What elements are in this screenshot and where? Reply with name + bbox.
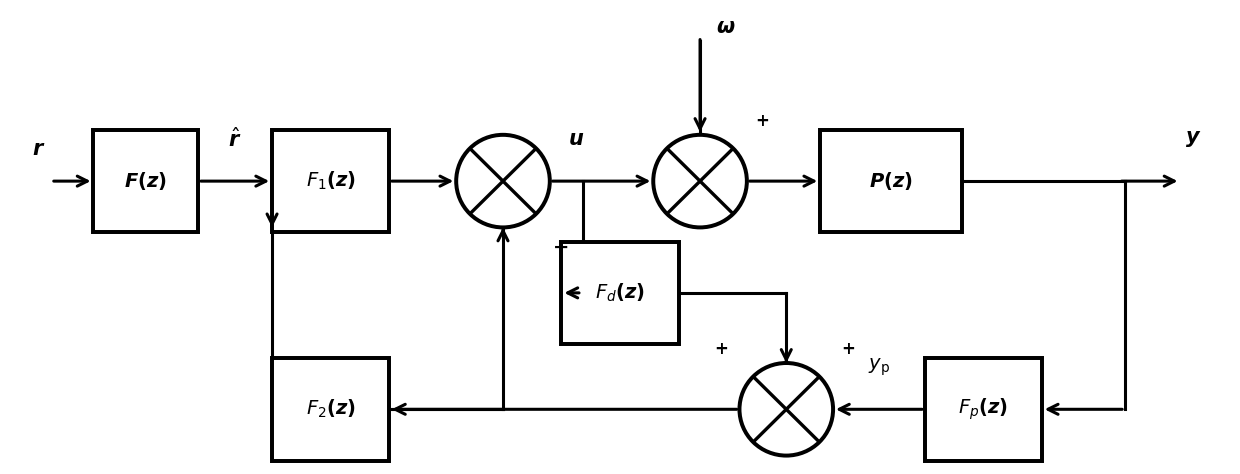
Text: $\boldsymbol{\omega}$: $\boldsymbol{\omega}$ bbox=[715, 18, 735, 37]
Bar bbox=[93, 130, 198, 232]
Text: $\boldsymbol{F_2(z)}$: $\boldsymbol{F_2(z)}$ bbox=[305, 398, 356, 420]
Ellipse shape bbox=[653, 135, 746, 228]
Bar bbox=[272, 358, 389, 461]
Bar bbox=[820, 130, 962, 232]
Text: $\boldsymbol{+}$: $\boldsymbol{+}$ bbox=[714, 340, 728, 358]
Text: $\boldsymbol{F_1(z)}$: $\boldsymbol{F_1(z)}$ bbox=[305, 170, 356, 192]
Text: $\boldsymbol{F_d(z)}$: $\boldsymbol{F_d(z)}$ bbox=[595, 282, 645, 304]
Bar bbox=[272, 130, 389, 232]
Text: $\boldsymbol{u}$: $\boldsymbol{u}$ bbox=[568, 129, 584, 149]
Text: $\boldsymbol{+}$: $\boldsymbol{+}$ bbox=[841, 340, 854, 358]
Ellipse shape bbox=[739, 363, 833, 456]
Text: $\boldsymbol{F_p(z)}$: $\boldsymbol{F_p(z)}$ bbox=[959, 397, 1008, 422]
Bar bbox=[562, 242, 678, 344]
Text: $\boldsymbol{-}$: $\boldsymbol{-}$ bbox=[552, 237, 568, 255]
Ellipse shape bbox=[456, 135, 549, 228]
Text: $\boldsymbol{y}$: $\boldsymbol{y}$ bbox=[1184, 129, 1200, 149]
Text: $\boldsymbol{+}$: $\boldsymbol{+}$ bbox=[755, 112, 769, 130]
Bar bbox=[925, 358, 1042, 461]
Text: $\boldsymbol{F(z)}$: $\boldsymbol{F(z)}$ bbox=[124, 170, 167, 192]
Text: $\boldsymbol{r}$: $\boldsymbol{r}$ bbox=[32, 138, 46, 158]
Text: $\boldsymbol{y_{\rm p}}$: $\boldsymbol{y_{\rm p}}$ bbox=[868, 356, 890, 378]
Text: $\hat{\boldsymbol{r}}$: $\hat{\boldsymbol{r}}$ bbox=[228, 128, 242, 151]
Text: $\boldsymbol{P(z)}$: $\boldsymbol{P(z)}$ bbox=[869, 170, 913, 192]
